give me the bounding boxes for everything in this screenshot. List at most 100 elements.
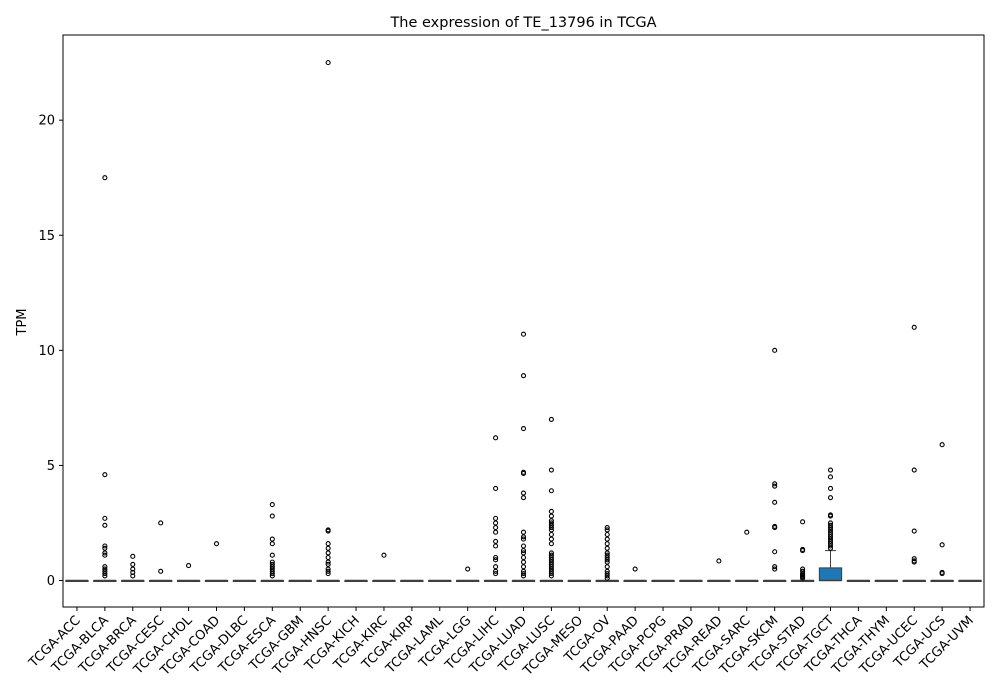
- outlier-point: [827, 543, 834, 549]
- outlier-point: [604, 557, 610, 563]
- outlier-point: [772, 525, 778, 531]
- outlier-point: [827, 531, 834, 538]
- outlier-point: [325, 528, 331, 534]
- outlier-point: [493, 571, 499, 577]
- outlier-point: [827, 529, 834, 535]
- outlier-point: [800, 548, 806, 554]
- chart-title: The expression of TE_13796 in TCGA: [389, 15, 656, 31]
- outlier-point: [520, 568, 527, 574]
- outlier-point: [493, 568, 499, 574]
- outlier-point: [604, 568, 610, 574]
- outlier-point: [911, 559, 917, 565]
- outlier-point: [520, 495, 527, 501]
- outlier-point: [772, 481, 778, 487]
- outlier-point: [772, 549, 778, 555]
- outlier-point: [520, 573, 527, 579]
- outlier-point: [827, 485, 834, 492]
- outlier-point: [493, 515, 499, 521]
- outlier-point: [269, 573, 275, 579]
- box-iqr: [818, 567, 843, 582]
- outlier-point: [800, 519, 806, 525]
- outlier-point: [548, 564, 554, 570]
- outlier-point: [102, 543, 108, 549]
- outlier-point: [213, 541, 220, 547]
- outlier-point: [548, 559, 554, 565]
- outlier-point: [604, 554, 610, 561]
- outlier-point: [102, 571, 108, 577]
- outlier-point: [158, 568, 164, 574]
- outlier-point: [604, 531, 610, 538]
- y-tick-label: 0: [47, 574, 55, 589]
- outlier-point: [548, 550, 554, 556]
- outlier-point: [548, 566, 554, 572]
- outlier-point: [548, 508, 554, 515]
- outlier-point: [827, 545, 834, 551]
- outlier-point: [520, 331, 527, 337]
- outlier-point: [520, 529, 527, 535]
- outlier-point: [827, 525, 834, 531]
- outlier-point: [493, 485, 499, 492]
- outlier-point: [772, 483, 778, 489]
- outlier-point: [604, 571, 610, 577]
- outlier-point: [604, 575, 610, 581]
- outlier-point: [130, 553, 136, 559]
- outlier-point: [493, 529, 499, 535]
- outlier-point: [604, 525, 610, 531]
- outlier-point: [325, 545, 331, 551]
- outlier-point: [827, 520, 834, 526]
- outlier-point: [548, 531, 554, 538]
- outlier-point: [520, 470, 527, 477]
- y-tick-label: 20: [38, 114, 55, 129]
- outlier-point: [548, 554, 554, 561]
- outlier-point: [269, 536, 275, 542]
- outlier-point: [800, 566, 806, 572]
- outlier-point: [772, 499, 778, 505]
- outlier-point: [939, 542, 945, 548]
- outlier-point: [827, 467, 834, 473]
- outlier-point: [325, 561, 331, 567]
- outlier-point: [548, 416, 554, 422]
- outlier-point: [102, 552, 108, 558]
- outlier-point: [604, 536, 610, 542]
- outlier-point: [520, 490, 527, 496]
- outlier-point: [520, 571, 527, 577]
- outlier-point: [520, 564, 527, 570]
- outlier-point: [102, 550, 108, 556]
- outlier-point: [102, 568, 108, 574]
- outlier-point: [520, 548, 527, 554]
- outlier-point: [827, 495, 834, 501]
- outlier-point: [772, 564, 778, 570]
- outlier-point: [493, 554, 499, 561]
- outlier-point: [520, 554, 527, 561]
- outlier-point: [269, 571, 275, 577]
- outlier-point: [827, 513, 834, 519]
- outlier-point: [548, 552, 554, 558]
- outlier-point: [604, 573, 610, 579]
- outlier-point: [548, 522, 554, 528]
- outlier-point: [744, 529, 750, 535]
- outlier-point: [158, 520, 164, 526]
- outlier-point: [102, 515, 108, 521]
- outlier-point: [269, 564, 275, 570]
- outlier-point: [102, 573, 108, 579]
- outlier-point: [548, 541, 554, 547]
- outlier-point: [827, 527, 834, 533]
- outlier-point: [827, 541, 834, 547]
- outlier-point: [269, 502, 275, 508]
- outlier-point: [548, 561, 554, 567]
- outlier-point: [827, 474, 834, 480]
- outlier-point: [520, 426, 527, 432]
- outlier-point: [827, 522, 834, 528]
- outlier-point: [325, 554, 331, 561]
- outlier-point: [939, 442, 945, 448]
- outlier-point: [325, 568, 331, 574]
- outlier-point: [325, 550, 331, 556]
- outlier-point: [465, 566, 471, 572]
- outlier-point: [548, 568, 554, 574]
- outlier-point: [269, 559, 275, 565]
- outlier-point: [548, 467, 554, 473]
- outlier-point: [800, 575, 806, 581]
- outlier-point: [548, 527, 554, 533]
- outlier-point: [604, 552, 610, 558]
